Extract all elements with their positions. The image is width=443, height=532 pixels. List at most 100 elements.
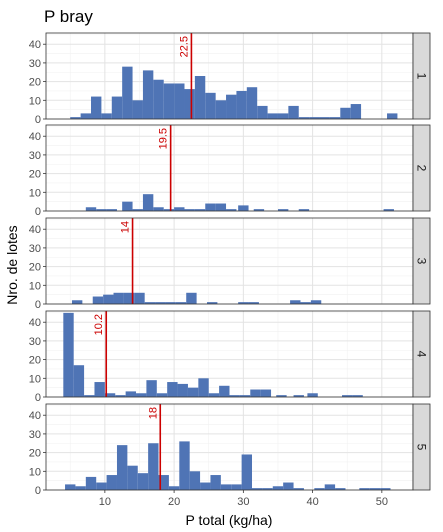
histogram-bar	[65, 484, 76, 490]
y-tick-label: 10	[29, 187, 41, 199]
histogram-bar	[106, 209, 117, 211]
histogram-bar	[220, 484, 232, 490]
histogram-bar	[329, 117, 341, 119]
histogram-bar	[71, 300, 83, 304]
facet-strip	[412, 124, 431, 212]
x-axis-title: P total (kg/ha)	[186, 512, 273, 528]
histogram-bar	[63, 312, 74, 397]
panel-1: 0 10 20 30 40 22.5 1	[29, 32, 431, 126]
histogram-bar	[276, 395, 287, 397]
histogram-bar	[288, 105, 299, 119]
histogram-bar	[359, 488, 370, 490]
histogram-bar	[115, 395, 126, 397]
chart-title: P bray	[44, 7, 93, 26]
histogram-bar	[155, 302, 166, 304]
histogram-bar	[106, 475, 117, 490]
histogram-bar	[132, 100, 143, 119]
histogram-bar	[189, 471, 201, 490]
histogram-bar	[153, 79, 164, 119]
histogram-bar	[179, 441, 190, 490]
x-axis: 10 20 30 40 50	[99, 490, 388, 508]
histogram-bar	[205, 203, 216, 211]
facet-strip	[412, 32, 431, 120]
histogram-bar	[200, 482, 211, 490]
histogram-bar	[272, 486, 284, 490]
facet-strip-label: 2	[415, 165, 429, 172]
histogram-bar	[73, 365, 85, 397]
histogram-bar	[246, 87, 258, 119]
facet-strip	[412, 217, 431, 305]
histogram-bar	[167, 382, 178, 397]
histogram-bar	[248, 302, 259, 304]
histogram-bar	[369, 488, 381, 490]
histogram-bar	[177, 383, 188, 397]
histogram-bar	[298, 117, 310, 119]
histogram-bar	[283, 482, 294, 490]
histogram-bar	[252, 488, 263, 490]
histogram-bar	[260, 389, 272, 397]
histogram-bar	[132, 209, 143, 211]
histogram-bar	[215, 100, 227, 119]
facet-strip	[412, 403, 431, 491]
y-tick-label: 30	[29, 58, 41, 70]
y-tick-label: 20	[29, 77, 41, 89]
histogram-bar	[267, 113, 278, 119]
y-tick-label: 40	[29, 224, 41, 236]
histogram-bar	[96, 209, 107, 211]
histogram-bar	[123, 292, 135, 304]
y-tick-label: 20	[29, 448, 41, 460]
facet-strip-label: 4	[415, 351, 429, 358]
histogram-bar	[184, 89, 195, 119]
histogram-bar	[226, 209, 237, 211]
y-tick-label: 0	[35, 485, 41, 497]
histogram-bar	[262, 488, 273, 490]
histogram-bar	[253, 209, 265, 211]
histogram-bar	[165, 302, 176, 304]
histogram-bar	[342, 395, 353, 397]
histogram-bar	[146, 380, 157, 397]
x-tick-label: 50	[376, 496, 388, 508]
histogram-bar	[194, 209, 206, 211]
x-tick-label: 10	[99, 496, 111, 508]
histogram-bar	[96, 482, 107, 490]
x-tick-label: 20	[168, 496, 180, 508]
histogram-bar	[142, 70, 154, 119]
histogram-bar	[290, 300, 301, 304]
histogram-bar	[210, 475, 221, 490]
panel-background	[46, 311, 413, 397]
reference-line-label: 19.5	[158, 128, 170, 149]
histogram-bar	[229, 395, 240, 397]
histogram-bar	[277, 209, 289, 211]
histogram-bar	[136, 393, 147, 397]
histogram-bar	[206, 302, 218, 304]
histogram-bar	[205, 92, 216, 119]
histogram-bar	[174, 207, 185, 211]
y-tick-label: 0	[35, 114, 41, 126]
y-tick-label: 40	[29, 39, 41, 51]
histogram-bar	[307, 393, 318, 397]
histogram-bar	[208, 393, 220, 397]
histogram-bar	[163, 83, 175, 119]
histogram-bar	[168, 486, 180, 490]
histogram-bar	[85, 207, 97, 211]
histogram-bar	[175, 302, 187, 304]
histogram-bar	[314, 488, 325, 490]
histogram-bar	[239, 395, 251, 397]
histogram-bar	[158, 475, 169, 490]
histogram-bar	[156, 393, 168, 397]
histogram-bar	[116, 445, 128, 490]
facet-strip-label: 5	[415, 444, 429, 451]
histogram-bar	[148, 443, 159, 490]
histogram-bar	[236, 90, 247, 119]
histogram-bar	[277, 113, 289, 119]
histogram-bar	[298, 209, 310, 211]
histogram-bar	[113, 292, 124, 304]
y-tick-label: 10	[29, 466, 41, 478]
histogram-bar	[198, 378, 209, 397]
reference-line-label: 10.2	[93, 314, 105, 335]
histogram-bar	[257, 105, 268, 119]
y-tick-label: 10	[29, 95, 41, 107]
y-tick-label: 40	[29, 317, 41, 329]
